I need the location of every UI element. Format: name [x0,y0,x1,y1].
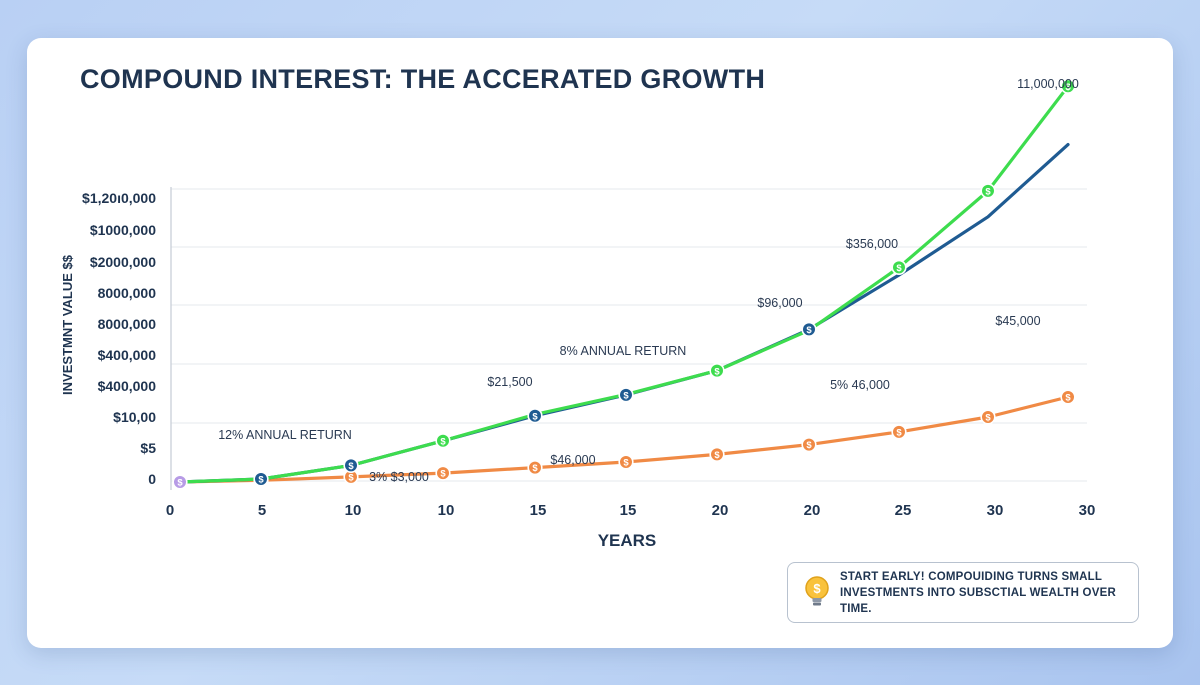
svg-text:$: $ [1065,393,1071,404]
y-tick-label: 0 [148,471,156,487]
svg-text:$: $ [806,325,812,336]
svg-text:$: $ [896,428,902,439]
series-marker-green: $ [1060,78,1076,94]
svg-text:$: $ [714,366,720,377]
series-marker-orange: $ [343,469,359,485]
series-marker-orange: $ [980,409,996,425]
series-marker-orange: $ [527,460,543,476]
y-tick-label: $1,20ı0,000 [82,190,156,206]
y-tick-label: $10,00 [113,409,156,425]
chart-card [27,38,1173,648]
x-tick-label: 10 [438,502,455,519]
series-marker-orange: $ [891,424,907,440]
y-tick-label: 8000,000 [98,285,157,301]
data-label: 5% 46,000 [830,378,890,392]
x-tick-labels: 0 5 10 10 15 15 20 20 25 30 30 [166,502,1096,519]
svg-text:$: $ [177,478,183,489]
y-tick-label: $5 [140,440,156,456]
grid-lines [171,188,1087,482]
series-marker-orange: $ [1060,389,1076,405]
svg-text:$: $ [1065,82,1071,93]
svg-text:$: $ [532,463,538,474]
series-marker-orange: $ [435,465,451,481]
series-marker-orange: $ [172,474,188,490]
tip-line-1: START EARLY! COMPOUIDING TURNS SMALL [840,570,1103,583]
series-marker-green: $ [980,183,996,199]
y-axis-label: INVESTMNT VALUE $$ [60,254,75,395]
y-tick-label: $2000,000 [90,254,156,270]
x-tick-label: 20 [712,502,729,519]
series-marker-orange: $ [801,437,817,453]
data-label: 8% ANNUAL RETURN [560,344,687,358]
series-marker-orange: $ [618,454,634,470]
tip-line-2: INVESTMENTS INTO SUBSCTIAL WEALTH OVER T… [840,586,1116,615]
svg-text:$: $ [985,413,991,424]
lightbulb-dollar-icon: $ [805,575,829,605]
data-label: 11,000,000 [1017,77,1079,91]
series-marker-blue: $ [527,408,543,424]
data-label: 12% ANNUAL RETURN [218,428,352,442]
y-tick-label: $400,000 [98,378,157,394]
svg-text:$: $ [440,469,446,480]
svg-text:$: $ [896,263,902,274]
data-label: $45,000 [995,314,1040,328]
data-label: $96,000 [757,296,802,310]
svg-text:$: $ [714,450,720,461]
data-label: $21,500 [487,375,532,389]
x-tick-label: 20 [804,502,821,519]
series-marker-green: $ [709,363,725,379]
series-marker-blue: $ [618,387,634,403]
series-marker-blue: $ [801,321,817,338]
svg-text:$: $ [985,187,991,198]
series-marker-blue: $ [343,457,359,474]
x-tick-label: 15 [620,502,637,519]
svg-text:$: $ [813,581,821,596]
svg-text:$: $ [440,436,446,447]
y-tick-label: $1000,000 [90,222,156,238]
series-marker-green: $ [435,433,451,449]
data-label: $46,000 [550,453,595,467]
chart-annotations: 11,000,000 $356,000 $96,000 $45,000 8% ANNUA… [218,77,1079,484]
y-tick-label: 8000,000 [98,316,157,332]
series-marker-green: $ [891,259,907,276]
y-tick-labels: $1,20ı0,000 $1000,000 $2000,000 8000,000 800… [82,190,156,487]
x-tick-label: 15 [530,502,547,519]
x-tick-label: 25 [895,502,912,519]
x-tick-label: 30 [1079,502,1096,519]
svg-text:$: $ [532,411,538,422]
x-tick-label: 5 [258,502,266,519]
svg-text:$: $ [348,473,354,484]
x-tick-label: 10 [345,502,362,519]
svg-text:$: $ [623,458,629,469]
x-tick-label: 30 [987,502,1004,519]
series-marker-blue: $ [253,471,269,487]
svg-text:$: $ [258,475,264,486]
y-tick-label: $400,000 [98,347,157,363]
chart-title: COMPOUND INTEREST: THE ACCERATED GROWTH [80,64,766,94]
svg-text:$: $ [623,391,629,402]
series-marker-orange: $ [709,446,725,463]
svg-text:$: $ [348,461,354,472]
data-label: $356,000 [846,237,898,251]
tip-callout: $ START EARLY! COMPOUIDING TURNS SMALL I… [787,562,1139,623]
data-label: 3% $3,000 [369,470,429,484]
x-axis-label: YEARS [598,531,657,550]
tip-text: START EARLY! COMPOUIDING TURNS SMALL INV… [840,569,1128,617]
series-markers: $$$$$$$$$$$$$$$$$$$$$ [172,78,1076,490]
x-tick-label: 0 [166,502,174,519]
svg-text:$: $ [806,440,812,451]
